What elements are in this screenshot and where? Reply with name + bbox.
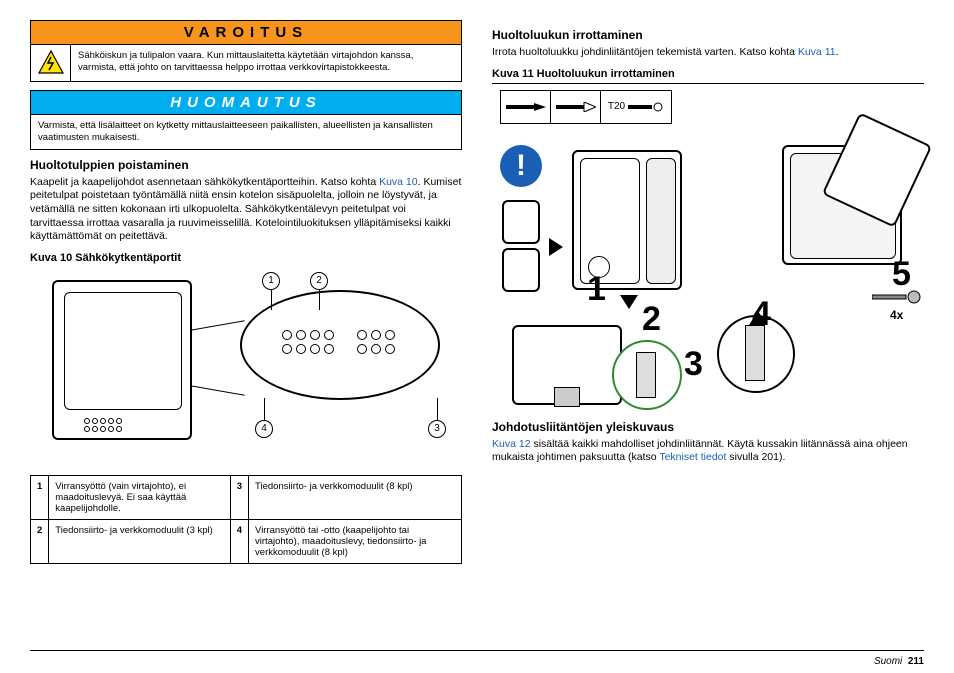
step-2: 2: [642, 300, 661, 339]
step-5: 5: [892, 255, 911, 294]
figure11: T20 1 2: [492, 90, 924, 410]
callout-3: 3: [428, 420, 446, 438]
notice-heading: HUOMAUTUS: [31, 91, 461, 115]
tool-strip: T20: [500, 90, 672, 124]
warning-text: Sähköiskun ja tulipalon vaara. Kun mitta…: [71, 45, 461, 81]
section1-paragraph: Kaapelit ja kaapelijohdot asennetaan säh…: [30, 176, 462, 244]
notice-box: HUOMAUTUS Varmista, että lisälaitteet on…: [30, 90, 462, 150]
figure10-caption: Kuva 10 Sähkökytkentäportit: [30, 252, 462, 264]
warning-heading: VAROITUS: [31, 21, 461, 45]
section2-heading: Huoltoluukun irrottaminen: [492, 28, 924, 42]
shock-hazard-icon: [31, 45, 71, 81]
link-tekniset-tiedot[interactable]: Tekniset tiedot: [659, 451, 726, 463]
link-kuva10[interactable]: Kuva 10: [379, 176, 418, 188]
callout-4: 4: [255, 420, 273, 438]
step-4: 4: [752, 295, 771, 334]
section1-heading: Huoltotulppien poistaminen: [30, 158, 462, 172]
page-footer: Suomi 211: [874, 656, 924, 667]
section3-paragraph: Kuva 12 sisältää kaikki mahdolliset johd…: [492, 438, 924, 465]
step-1: 1: [587, 270, 606, 309]
qty-label: 4x: [890, 308, 903, 322]
callout-2: 2: [310, 272, 328, 290]
figure11-caption: Kuva 11 Huoltoluukun irrottaminen: [492, 68, 924, 84]
figure10-legend: 1Virransyöttö (vain virtajohto), ei maad…: [30, 475, 462, 564]
screwdriver-phillips-icon: [551, 91, 601, 123]
link-kuva12[interactable]: Kuva 12: [492, 438, 531, 450]
section2-paragraph: Irrota huoltoluukku johdinliitäntöjen te…: [492, 46, 924, 60]
torx-driver-icon: T20: [601, 91, 671, 123]
warning-box: VAROITUS Sähköiskun ja tulipalon vaara. …: [30, 20, 462, 82]
figure10: 1 2 3 4: [30, 270, 462, 465]
detail-step3: [612, 340, 682, 410]
screw-icon: [872, 290, 922, 307]
notice-text: Varmista, että lisälaitteet on kytketty …: [31, 115, 461, 149]
link-kuva11[interactable]: Kuva 11: [798, 46, 836, 58]
attention-icon: [500, 145, 542, 187]
screwdriver-flat-icon: [501, 91, 551, 123]
step-3: 3: [684, 345, 703, 384]
section3-heading: Johdotusliitäntöjen yleiskuvaus: [492, 420, 924, 434]
callout-1: 1: [262, 272, 280, 290]
footer-rule: [30, 650, 924, 651]
